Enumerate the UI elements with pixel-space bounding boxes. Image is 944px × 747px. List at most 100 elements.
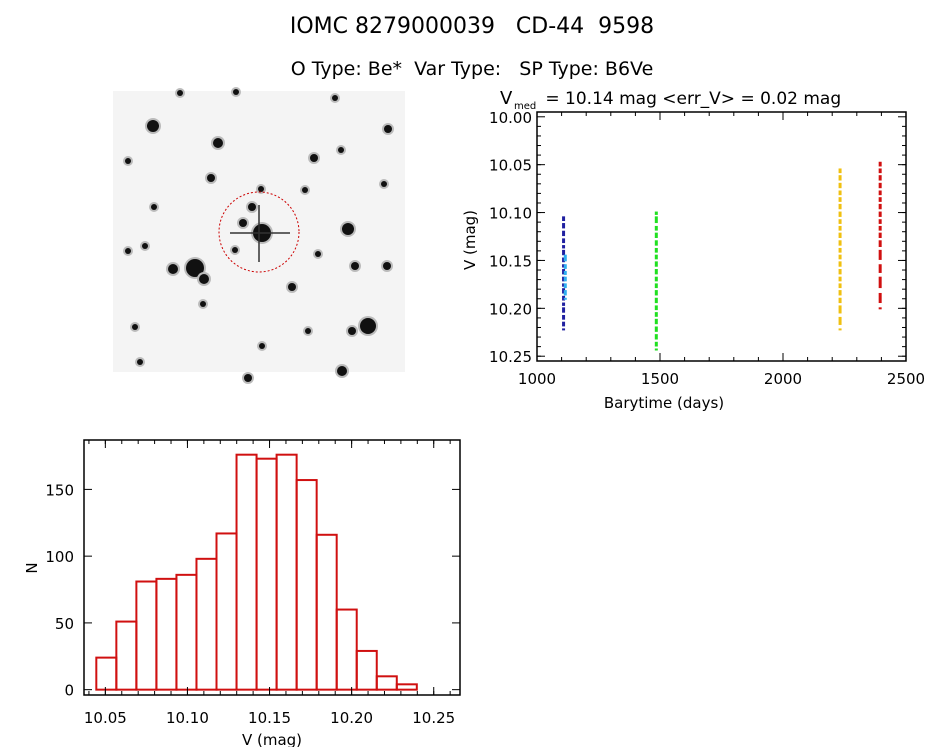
data-point bbox=[654, 254, 658, 260]
histogram-bar bbox=[215, 532, 238, 691]
star bbox=[258, 186, 264, 192]
star bbox=[232, 247, 238, 253]
data-point bbox=[562, 307, 566, 313]
y-tick-label: 10.25 bbox=[489, 348, 532, 366]
x-tick-label: 10.10 bbox=[166, 709, 209, 727]
star bbox=[142, 243, 148, 249]
data-point bbox=[838, 182, 842, 189]
data-point bbox=[654, 232, 658, 238]
histogram-bar bbox=[355, 649, 378, 691]
star bbox=[132, 324, 138, 330]
plot-frame bbox=[536, 111, 907, 362]
chart-title: IOMC 8279000039 CD-44 9598 bbox=[289, 14, 655, 39]
star bbox=[137, 359, 143, 365]
data-point bbox=[654, 326, 658, 332]
plot-title-rest: = 10.14 mag <err_V> = 0.02 mag bbox=[540, 89, 841, 109]
data-point bbox=[838, 290, 842, 296]
data-point bbox=[878, 240, 882, 247]
data-point bbox=[562, 249, 566, 256]
data-point bbox=[562, 295, 566, 301]
star bbox=[288, 283, 296, 291]
histogram-bar bbox=[315, 533, 338, 691]
star bbox=[384, 125, 392, 133]
data-point bbox=[838, 297, 842, 304]
data-point bbox=[562, 328, 566, 331]
data-point bbox=[562, 314, 566, 320]
x-tick-label: 10.05 bbox=[84, 709, 127, 727]
star bbox=[305, 328, 311, 334]
plot-title-sub: med bbox=[514, 101, 536, 112]
star bbox=[233, 89, 239, 95]
data-point bbox=[562, 223, 566, 229]
histogram-bar bbox=[255, 457, 278, 691]
star bbox=[125, 158, 131, 164]
star bbox=[199, 274, 209, 284]
y-tick-label: 10.00 bbox=[489, 109, 532, 127]
y-tick-label: 10.10 bbox=[489, 205, 532, 223]
star bbox=[259, 343, 265, 349]
data-point bbox=[562, 245, 566, 249]
data-point bbox=[838, 203, 842, 210]
data-point bbox=[563, 290, 567, 296]
star bbox=[332, 95, 338, 101]
x-tick-label: 1500 bbox=[641, 370, 679, 388]
x-tick-label: 2500 bbox=[887, 370, 925, 388]
data-point bbox=[838, 168, 842, 174]
histogram-bar bbox=[295, 479, 318, 691]
y-axis-label: N bbox=[23, 562, 41, 573]
star bbox=[125, 248, 131, 254]
data-point bbox=[562, 276, 566, 282]
data-point bbox=[654, 318, 658, 325]
x-tick-label: 2000 bbox=[764, 370, 802, 388]
data-point bbox=[562, 238, 566, 244]
y-tick-label: 10.15 bbox=[489, 252, 532, 270]
data-point bbox=[838, 219, 842, 224]
y-tick-label: 100 bbox=[45, 548, 74, 566]
data-point bbox=[562, 302, 566, 306]
y-tick-label: 0 bbox=[64, 682, 74, 700]
data-point bbox=[562, 321, 566, 327]
data-point bbox=[654, 211, 658, 215]
data-point bbox=[654, 269, 658, 275]
data-point bbox=[878, 292, 882, 304]
star bbox=[383, 262, 391, 270]
histogram-bar bbox=[175, 573, 198, 691]
star bbox=[207, 174, 215, 182]
data-point bbox=[878, 161, 882, 167]
data-point bbox=[654, 312, 658, 317]
histogram-bar bbox=[155, 577, 178, 691]
data-point bbox=[654, 225, 658, 231]
data-point bbox=[562, 288, 566, 294]
data-point bbox=[562, 216, 566, 222]
data-point bbox=[563, 283, 567, 289]
star bbox=[342, 223, 354, 235]
data-point bbox=[878, 307, 882, 310]
data-point bbox=[878, 182, 882, 189]
histogram-plot: V (mag) N 10.05 10.10 10.15 10.20 10.25 0 50 10… bbox=[23, 439, 461, 747]
x-axis-label: Barytime (days) bbox=[604, 394, 724, 412]
histogram-bar bbox=[135, 580, 158, 691]
data-point bbox=[654, 276, 658, 282]
data-point bbox=[654, 216, 658, 224]
data-point bbox=[878, 211, 882, 217]
data-point bbox=[838, 305, 842, 314]
data-point bbox=[878, 225, 882, 231]
x-tick-label: 10.20 bbox=[330, 709, 373, 727]
histogram-bar bbox=[335, 608, 358, 691]
histogram-bar bbox=[275, 453, 298, 691]
star bbox=[239, 219, 247, 227]
data-point bbox=[562, 264, 566, 268]
data-point bbox=[563, 264, 567, 269]
y-axis-label: V (mag) bbox=[461, 210, 479, 270]
data-point bbox=[838, 247, 842, 253]
data-point bbox=[838, 175, 842, 181]
x-tick-label: 1000 bbox=[518, 370, 556, 388]
histogram-bar bbox=[195, 557, 218, 691]
star bbox=[302, 187, 308, 193]
data-point bbox=[878, 190, 882, 196]
data-point bbox=[878, 249, 882, 260]
star bbox=[381, 181, 387, 187]
data-point bbox=[878, 219, 882, 224]
data-point bbox=[838, 283, 842, 289]
